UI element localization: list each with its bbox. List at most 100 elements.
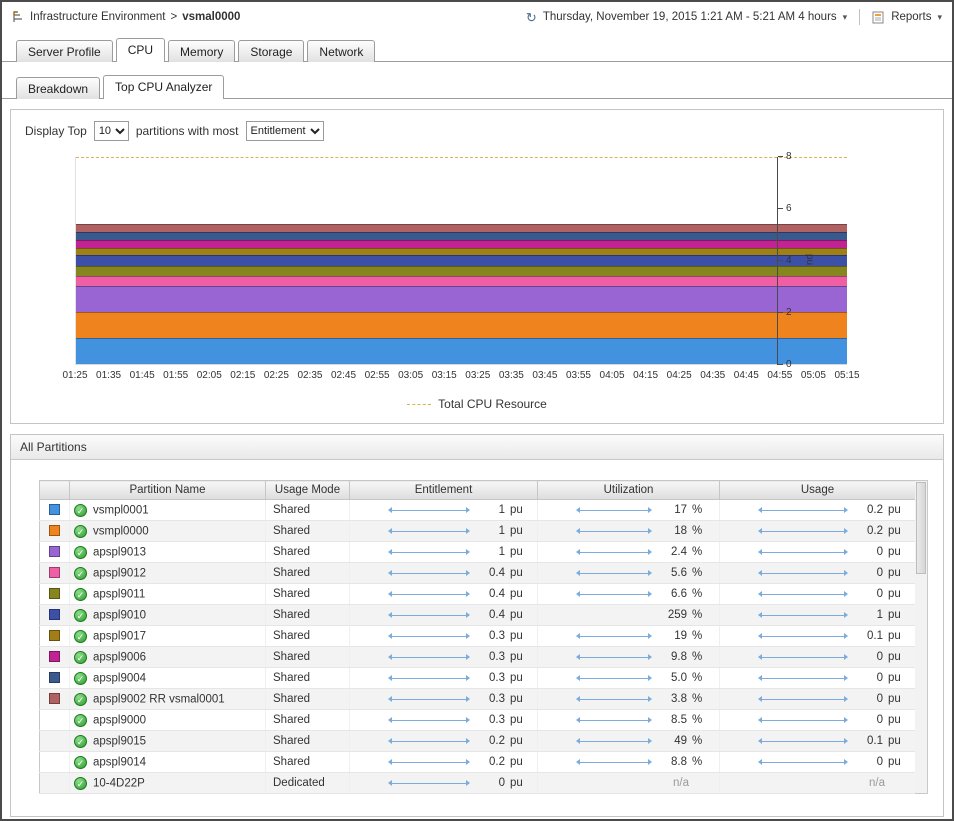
table-row[interactable]: ✓ apspl9014 Shared 0.2 pu 8.8% 0 pu <box>39 751 916 773</box>
breadcrumb-current: vsmal0000 <box>182 11 241 23</box>
partition-name[interactable]: apspl9010 <box>93 609 147 621</box>
status-ok-icon: ✓ <box>74 587 87 601</box>
table-scrollbar[interactable] <box>915 480 928 794</box>
usage-cell: 0.1 pu <box>719 625 916 647</box>
utilization-unit: % <box>692 651 703 663</box>
partition-name[interactable]: apspl9011 <box>93 588 146 600</box>
legend-label: Total CPU Resource <box>438 397 547 411</box>
time-range-text[interactable]: Thursday, November 19, 2015 1:21 AM - 5:… <box>542 11 837 23</box>
tab-top-cpu-analyzer[interactable]: Top CPU Analyzer <box>103 75 225 99</box>
table-row[interactable]: ✓ apspl9006 Shared 0.3 pu 9.8% 0 pu <box>39 646 916 668</box>
usage-unit: pu <box>888 651 901 663</box>
table-scrollbar-thumb[interactable] <box>916 482 926 574</box>
table-row[interactable]: ✓ apspl9012 Shared 0.4 pu 5.6% 0 pu <box>39 562 916 584</box>
usage-unit: pu <box>888 588 901 600</box>
color-cell <box>39 562 70 584</box>
column-header-entitlement[interactable]: Entitlement <box>349 480 538 500</box>
table-row[interactable]: ✓ apspl9011 Shared 0.4 pu 6.6% 0 pu <box>39 583 916 605</box>
entitlement-unit: pu <box>510 672 523 684</box>
reports-icon <box>872 11 885 24</box>
usage-cell: n/a <box>719 772 916 794</box>
column-header-usage[interactable]: Usage <box>719 480 916 500</box>
y-tick <box>778 260 783 261</box>
usage-cell: 0.1 pu <box>719 730 916 752</box>
partition-name[interactable]: 10-4D22P <box>93 777 145 789</box>
partition-name[interactable]: vsmpl0001 <box>93 504 149 516</box>
table-row[interactable]: ✓ vsmpl0000 Shared 1 pu 18% 0.2 pu <box>39 520 916 542</box>
partition-name[interactable]: apspl9012 <box>93 567 147 579</box>
partition-name-cell: ✓ apspl9013 <box>69 541 266 563</box>
partitions-table: Partition Name Usage Mode Entitlement Ut… <box>39 480 916 794</box>
usage-value: 0.1 <box>867 630 883 642</box>
partition-name[interactable]: apspl9000 <box>93 714 147 726</box>
all-partitions-panel: All Partitions Partition Name Usage Mode… <box>10 434 944 817</box>
x-tick-label: 02:25 <box>263 370 289 381</box>
partition-name[interactable]: apspl9002 RR vsmal0001 <box>93 693 225 705</box>
sparkline <box>388 717 470 723</box>
table-row[interactable]: ✓ apspl9002 RR vsmal0001 Shared 0.3 pu 3.8% 0 p… <box>39 688 916 710</box>
table-row[interactable]: ✓ apspl9004 Shared 0.3 pu 5.0% 0 pu <box>39 667 916 689</box>
legend-dashed-line-icon <box>407 403 432 405</box>
top-bar-right: ↻ Thursday, November 19, 2015 1:21 AM - … <box>526 9 942 25</box>
table-row[interactable]: ✓ 10-4D22P Dedicated 0 pu n/a n/a <box>39 772 916 794</box>
column-header-utilization[interactable]: Utilization <box>537 480 720 500</box>
partition-name[interactable]: apspl9017 <box>93 630 147 642</box>
x-tick-label: 04:05 <box>599 370 625 381</box>
partition-name[interactable]: apspl9006 <box>93 651 147 663</box>
sparkline <box>758 570 848 576</box>
series-color-swatch <box>49 588 60 600</box>
top-count-select[interactable]: 10 <box>93 121 129 141</box>
table-header-row: Partition Name Usage Mode Entitlement Ut… <box>39 480 916 500</box>
breadcrumb-root-link[interactable]: Infrastructure Environment <box>30 11 166 23</box>
sparkline <box>576 570 652 576</box>
x-tick-label: 02:35 <box>297 370 323 381</box>
status-ok-icon: ✓ <box>74 650 87 664</box>
color-cell <box>39 667 70 689</box>
partition-name[interactable]: apspl9004 <box>93 672 147 684</box>
usage-mode-cell: Dedicated <box>265 772 350 794</box>
tab-network[interactable]: Network <box>307 40 376 62</box>
partition-name[interactable]: apspl9014 <box>93 756 147 768</box>
status-ok-icon: ✓ <box>74 776 87 790</box>
tab-memory[interactable]: Memory <box>168 40 236 62</box>
sparkline <box>388 780 470 786</box>
entitlement-unit: pu <box>510 777 523 789</box>
tab-cpu[interactable]: CPU <box>115 38 166 62</box>
partition-name[interactable]: apspl9015 <box>93 735 147 747</box>
table-row[interactable]: ✓ apspl9017 Shared 0.3 pu 19% 0.1 pu <box>39 625 916 647</box>
usage-mode-cell: Shared <box>265 667 350 689</box>
column-header-partition-name[interactable]: Partition Name <box>69 480 266 500</box>
partition-name[interactable]: vsmpl0000 <box>93 525 149 537</box>
table-row[interactable]: ✓ apspl9000 Shared 0.3 pu 8.5% 0 pu <box>39 709 916 731</box>
reports-menu[interactable]: Reports <box>891 11 932 23</box>
table-row[interactable]: ✓ apspl9013 Shared 1 pu 2.4% 0 pu <box>39 541 916 563</box>
table-row[interactable]: ✓ vsmpl0001 Shared 1 pu 17% 0.2 pu <box>39 499 916 521</box>
sparkline <box>758 759 848 765</box>
area-band-vsmpl0000 <box>76 312 847 339</box>
table-row[interactable]: ✓ apspl9010 Shared 0.4 pu 259% 1 pu <box>39 604 916 626</box>
divider <box>859 9 861 25</box>
entitlement-unit: pu <box>510 609 523 621</box>
utilization-value: 5.0 <box>671 672 687 684</box>
usage-unit: pu <box>888 504 901 516</box>
time-range-caret-icon[interactable]: ▾ <box>842 11 848 22</box>
table-row[interactable]: ✓ apspl9015 Shared 0.2 pu 49% 0.1 pu <box>39 730 916 752</box>
reports-caret-icon[interactable]: ▾ <box>937 11 942 22</box>
status-ok-icon: ✓ <box>74 524 87 538</box>
column-header-usage-mode[interactable]: Usage Mode <box>265 480 350 500</box>
tab-breakdown[interactable]: Breakdown <box>16 77 101 99</box>
utilization-unit: % <box>692 525 703 537</box>
tab-storage[interactable]: Storage <box>238 40 305 62</box>
entitlement-value: 0.4 <box>489 567 505 579</box>
entitlement-value: 0.3 <box>489 714 505 726</box>
entitlement-cell: 1 pu <box>349 499 538 521</box>
metric-select[interactable]: Entitlement <box>245 121 324 141</box>
usage-value: 0 <box>876 714 883 726</box>
entitlement-value: 0.4 <box>489 609 505 621</box>
partition-name-cell: ✓ apspl9010 <box>69 604 266 626</box>
entitlement-value: 0.2 <box>489 735 505 747</box>
entitlement-value: 0.4 <box>489 588 505 600</box>
tab-server-profile[interactable]: Server Profile <box>16 40 113 62</box>
display-top-label: Display Top <box>25 124 87 138</box>
partition-name[interactable]: apspl9013 <box>93 546 147 558</box>
